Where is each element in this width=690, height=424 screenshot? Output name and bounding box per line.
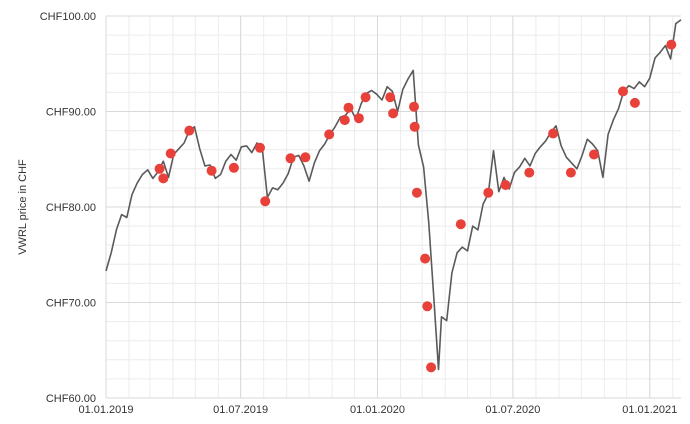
buy-marker [524, 167, 535, 178]
buy-marker [353, 113, 364, 124]
buy-marker [165, 148, 176, 159]
buy-marker [455, 219, 466, 230]
buy-marker [629, 97, 640, 108]
buy-marker [206, 165, 217, 176]
y-tick-label: CHF80.00 [46, 202, 96, 214]
x-tick-label: 01.07.2020 [485, 404, 540, 416]
buy-marker [300, 152, 311, 163]
buy-marker [154, 163, 165, 174]
x-tick-label: 01.07.2019 [213, 404, 268, 416]
grid-layer [105, 15, 681, 399]
buy-marker [388, 108, 399, 119]
y-tick-label: CHF70.00 [46, 298, 96, 310]
y-tick-label: CHF60.00 [46, 393, 96, 405]
buy-marker [255, 142, 265, 153]
y-tick-label: CHF100.00 [40, 11, 96, 23]
buy-marker [426, 362, 437, 373]
buy-marker [548, 128, 559, 139]
buy-marker [158, 173, 169, 184]
y-axis: CHF60.00 CHF70.00 CHF80.00 CHF90.00 CHF100.0… [40, 11, 96, 405]
x-tick-label: 01.01.2020 [350, 404, 405, 416]
buy-marker [422, 301, 433, 312]
buy-marker [343, 102, 354, 113]
buy-marker [589, 149, 599, 160]
buy-marker [411, 187, 422, 198]
buy-marker [260, 196, 271, 207]
buy-marker [339, 115, 350, 126]
buy-marker [360, 92, 371, 103]
buy-marker [184, 125, 195, 136]
y-tick-label: CHF90.00 [46, 107, 96, 119]
buy-marker [565, 167, 576, 178]
buy-marker [483, 187, 494, 198]
buy-marker [666, 39, 677, 50]
buy-marker [228, 162, 239, 173]
buy-marker [409, 101, 419, 112]
buy-marker [324, 129, 335, 140]
price-line [105, 19, 682, 371]
marker-layer [154, 39, 677, 373]
buy-marker [618, 86, 628, 97]
x-tick-label: 01.01.2021 [622, 404, 677, 416]
y-axis-label: VWRL price in CHF [17, 159, 29, 255]
buy-marker [420, 253, 431, 264]
series-layer [105, 19, 682, 371]
x-tick-label: 01.01.2019 [78, 404, 133, 416]
buy-marker [500, 180, 511, 190]
x-axis: 01.01.2019 01.07.2019 01.01.2020 01.07.2020… [78, 404, 677, 416]
buy-marker [385, 92, 396, 103]
buy-marker [409, 121, 420, 132]
buy-marker [285, 153, 296, 164]
